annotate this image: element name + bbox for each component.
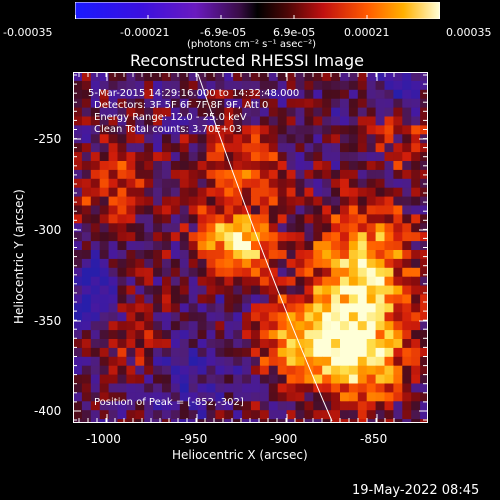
info-time-range: 5-Mar-2015 14:29:16.000 to 14:32:48.000 <box>88 88 300 99</box>
x-axis-label: Heliocentric X (arcsec) <box>172 448 308 462</box>
colorbar <box>75 2 440 19</box>
x-tick-label: -950 <box>180 432 208 446</box>
x-major-ticks <box>106 73 378 422</box>
info-algorithm: Clean Total counts: 3.70E+03 <box>94 124 242 135</box>
x-tick-label: -850 <box>360 432 388 446</box>
minor-ticks <box>73 73 427 422</box>
y-tick-label: -350 <box>34 314 62 328</box>
info-energy: Energy Range: 12.0 - 25.0 keV <box>94 112 247 123</box>
footer-date: 19-May-2022 08:45 <box>352 483 480 498</box>
y-tick-label: -400 <box>34 404 62 418</box>
colorbar-unit-label: (photons cm⁻² s⁻¹ asec⁻²) <box>187 39 317 50</box>
solar-limb-line <box>197 73 333 422</box>
info-detectors: Detectors: 3F 5F 6F 7F 8F 9F, Att 0 <box>94 100 269 111</box>
y-tick-label: -300 <box>34 223 62 237</box>
colorbar-tick-label: 0.00021 <box>344 26 390 39</box>
y-axis-label-wrapper: Heliocentric Y (arcsec) <box>8 184 26 324</box>
colorbar-tick-label: 0.00035 <box>446 26 492 39</box>
colorbar-tick-label: -0.00021 <box>120 26 170 39</box>
colorbar-tick-label: -6.9e-05 <box>200 26 247 39</box>
x-tick-label: -1000 <box>86 432 121 446</box>
colorbar-tick-label: -0.00035 <box>3 26 53 39</box>
y-tick-label: -250 <box>34 132 62 146</box>
info-peak-position: Position of Peak = [-852,-302] <box>94 397 244 408</box>
y-axis-label: Heliocentric Y (arcsec) <box>12 189 26 324</box>
x-tick-label: -900 <box>270 432 298 446</box>
colorbar-tick-label: 6.9e-05 <box>273 26 316 39</box>
image-title: Reconstructed RHESSI Image <box>130 51 364 70</box>
rhessi-image <box>73 72 428 423</box>
y-major-ticks <box>73 138 427 412</box>
